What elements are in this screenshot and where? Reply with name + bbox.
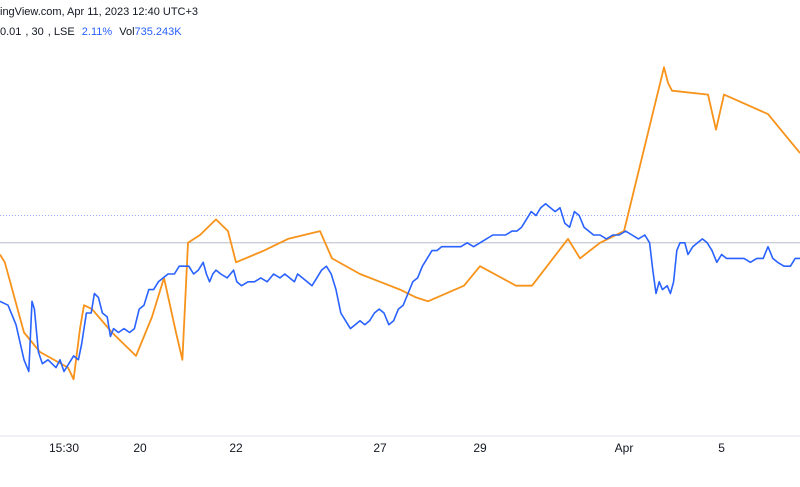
x-tick-label: 20 [133,441,147,455]
series-layer [0,66,800,381]
x-tick-label: 29 [473,441,487,455]
reference-lines [0,215,800,244]
change-percent: 2.11% [81,26,113,38]
price-value: 0.01 [0,26,22,38]
exchange-value: LSE [53,26,75,38]
x-axis-ticks: 15:30 20 22 27 29 Apr 5 [49,441,725,455]
sep-1: , [25,26,32,38]
chart-header-title: ingView.com, Apr 11, 2023 12:40 UTC+3 [0,6,198,18]
interval-value: 30 [31,26,44,38]
x-tick-label: 27 [373,441,387,455]
volume-label: Vol [119,26,135,38]
chart-header-legend: 0.01, 30, LSE 2.11% Vol735.243K [0,26,182,38]
series-line-orange [0,66,800,381]
sep-2: , [47,26,54,38]
series-line-blue [0,203,800,373]
source-timestamp: ingView.com, Apr 11, 2023 12:40 UTC+3 [0,6,199,18]
x-tick-label: 15:30 [49,441,79,455]
x-tick-label: 22 [229,441,243,455]
x-tick-label: 5 [718,441,725,455]
x-tick-label: Apr [615,441,634,455]
volume-value: 735.243K [134,26,182,38]
